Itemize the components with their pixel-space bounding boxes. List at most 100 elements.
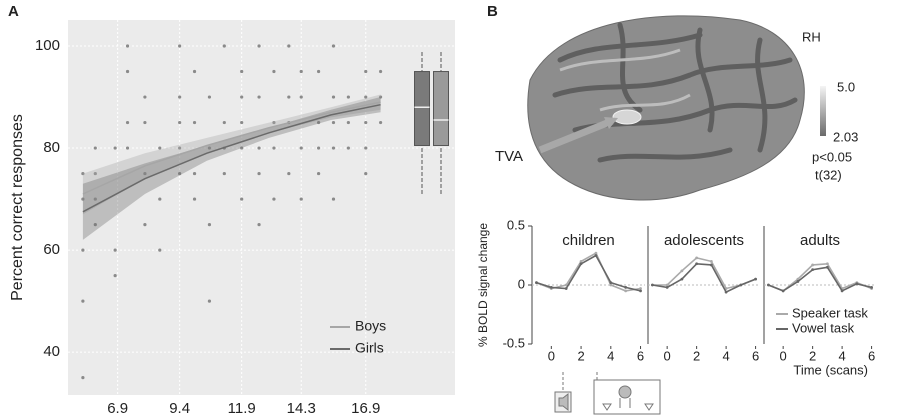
series-marker bbox=[739, 284, 742, 287]
x-tick-label: 9.4 bbox=[169, 400, 190, 417]
x-tick-label: 6.9 bbox=[107, 400, 128, 417]
panel-label: B bbox=[487, 3, 498, 20]
series-marker bbox=[595, 254, 598, 257]
series-marker bbox=[624, 290, 627, 293]
data-point bbox=[364, 146, 367, 149]
data-point bbox=[114, 249, 117, 252]
colorbar-min: 2.03 bbox=[833, 129, 858, 144]
roi-label: TVA bbox=[495, 148, 523, 165]
x-tick-label: 4 bbox=[722, 348, 729, 363]
data-point bbox=[300, 146, 303, 149]
data-point bbox=[114, 146, 117, 149]
statistic-label: t(32) bbox=[815, 167, 842, 182]
data-point bbox=[257, 44, 260, 47]
box-body bbox=[434, 72, 449, 146]
y-tick-label: 0.5 bbox=[507, 217, 525, 232]
series-marker bbox=[624, 286, 627, 289]
series-marker bbox=[811, 264, 814, 267]
data-point bbox=[300, 197, 303, 200]
data-point bbox=[317, 146, 320, 149]
data-point bbox=[347, 121, 350, 124]
data-point bbox=[143, 95, 146, 98]
data-point bbox=[114, 274, 117, 277]
data-point bbox=[81, 300, 84, 303]
data-point bbox=[364, 172, 367, 175]
box-body bbox=[415, 72, 430, 146]
data-point bbox=[208, 95, 211, 98]
x-tick-label: 2 bbox=[693, 348, 700, 363]
y-tick-label: 80 bbox=[43, 139, 60, 156]
legend-label: Speaker task bbox=[792, 305, 868, 320]
data-point bbox=[223, 121, 226, 124]
figure: A B RH TVA 5.0 2.03 p<0.05 t(32) 4060801… bbox=[0, 0, 905, 418]
series-marker bbox=[651, 284, 654, 287]
panel-label: A bbox=[8, 3, 19, 20]
legend-label: Girls bbox=[355, 340, 384, 356]
x-tick-label: 2 bbox=[577, 348, 584, 363]
series-marker bbox=[680, 278, 683, 281]
series-marker bbox=[695, 256, 698, 259]
data-point bbox=[178, 44, 181, 47]
series-line bbox=[537, 256, 641, 291]
data-point bbox=[300, 95, 303, 98]
x-tick-label: 11.9 bbox=[228, 400, 256, 417]
x-tick-label: 0 bbox=[548, 348, 555, 363]
x-axis-label: Time (scans) bbox=[793, 362, 868, 377]
data-point bbox=[158, 197, 161, 200]
x-tick-label: 2 bbox=[809, 348, 816, 363]
series-marker bbox=[535, 281, 538, 284]
series-marker bbox=[666, 286, 669, 289]
series-marker bbox=[870, 286, 873, 289]
data-point bbox=[272, 197, 275, 200]
data-point bbox=[317, 70, 320, 73]
threshold-label: p<0.05 bbox=[812, 149, 852, 164]
x-tick-label: 6 bbox=[868, 348, 875, 363]
series-marker bbox=[725, 291, 728, 294]
data-point bbox=[240, 95, 243, 98]
data-point bbox=[317, 172, 320, 175]
data-point bbox=[81, 376, 84, 379]
data-point bbox=[94, 146, 97, 149]
y-axis-label: Percent correct responses bbox=[9, 114, 26, 301]
panel-title: adults bbox=[800, 232, 840, 249]
stimulus-icons bbox=[555, 372, 660, 414]
data-point bbox=[193, 70, 196, 73]
panel-title: children bbox=[562, 232, 615, 249]
series-marker bbox=[710, 260, 713, 263]
series-marker bbox=[767, 284, 770, 287]
data-point bbox=[223, 172, 226, 175]
data-point bbox=[158, 146, 161, 149]
y-tick-label: -0.5 bbox=[503, 335, 525, 350]
data-point bbox=[287, 172, 290, 175]
data-point bbox=[81, 249, 84, 252]
x-tick-label: 14.3 bbox=[287, 400, 316, 417]
data-point bbox=[158, 249, 161, 252]
legend-label: Vowel task bbox=[792, 320, 855, 335]
x-tick-label: 0 bbox=[780, 348, 787, 363]
legend-label: Boys bbox=[355, 318, 386, 334]
x-tick-label: 4 bbox=[607, 348, 614, 363]
series-marker bbox=[841, 290, 844, 293]
data-point bbox=[193, 121, 196, 124]
series-marker bbox=[609, 281, 612, 284]
data-point bbox=[287, 95, 290, 98]
page: {"panels": ["A", "B"], "brain": {"hemisp… bbox=[0, 0, 905, 418]
data-point bbox=[126, 121, 129, 124]
x-tick-label: 16.9 bbox=[351, 400, 380, 417]
data-point bbox=[193, 197, 196, 200]
data-point bbox=[347, 95, 350, 98]
series-marker bbox=[811, 268, 814, 271]
series-marker bbox=[695, 262, 698, 265]
y-tick-label: 0 bbox=[518, 276, 525, 291]
series-line bbox=[768, 267, 871, 291]
data-point bbox=[208, 223, 211, 226]
data-point bbox=[364, 70, 367, 73]
colorbar-max: 5.0 bbox=[837, 79, 855, 94]
series-marker bbox=[855, 282, 858, 285]
x-tick-label: 4 bbox=[838, 348, 845, 363]
series-marker bbox=[754, 278, 757, 281]
data-point bbox=[240, 121, 243, 124]
series-marker bbox=[710, 264, 713, 267]
data-point bbox=[257, 223, 260, 226]
data-point bbox=[272, 146, 275, 149]
